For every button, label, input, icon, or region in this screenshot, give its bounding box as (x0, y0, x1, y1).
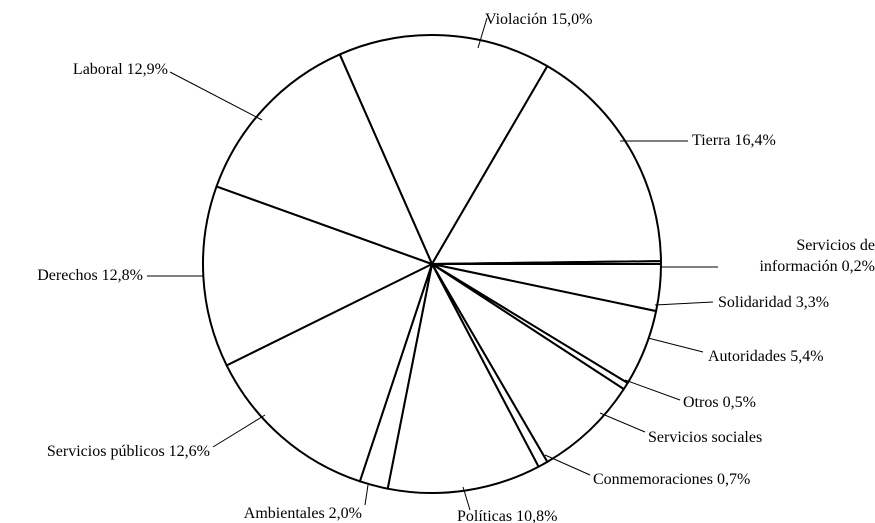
slice-label: Violación 15,0% (485, 11, 592, 28)
category-label: Derechos (37, 267, 97, 284)
category-label: Políticas (457, 508, 512, 523)
leader-line (624, 379, 681, 401)
slice-label: Ambientales 2,0% (244, 505, 362, 522)
value-label: 10,8% (516, 508, 557, 523)
category-label: Laboral (73, 61, 123, 78)
slice-label: Conmemoraciones 0,7% (593, 471, 750, 488)
category-label: Servicios públicos (47, 443, 165, 460)
pie-slice (386, 263, 540, 494)
leader-line (212, 414, 266, 448)
value-label: 0,2% (841, 258, 875, 275)
value-label: 0,5% (723, 394, 756, 411)
value-label: 3,3% (796, 294, 829, 311)
category-label: Violación (485, 11, 547, 28)
pie-slice (215, 53, 433, 265)
value-label: 5,4% (790, 348, 823, 365)
pie-slice (431, 263, 625, 463)
pie-slice (202, 185, 433, 367)
value-label: 12,6% (169, 443, 210, 460)
value-label: 12,8% (102, 267, 143, 284)
category-label: Otros (683, 394, 719, 411)
category-label: Autoridades (708, 348, 786, 365)
leader-line (544, 454, 591, 476)
category-label: Ambientales (244, 505, 325, 522)
value-label: 12,9% (127, 61, 168, 78)
slice-label: Autoridades 5,4% (708, 348, 824, 365)
category-label: Servicios sociales (648, 429, 762, 446)
value-label: 16,4% (735, 132, 776, 149)
leader-line (169, 71, 263, 121)
value-label: 2,0% (329, 505, 362, 522)
slice-label: Derechos 12,8% (37, 267, 143, 284)
slice-label: Servicios públicos 12,6% (47, 443, 210, 460)
category-label: Tierra (692, 132, 731, 149)
category-label: Conmemoraciones (593, 471, 713, 488)
leader-line (364, 484, 369, 506)
slice-label: Laboral 12,9% (73, 61, 168, 78)
pie-slice (225, 263, 433, 483)
slice-label: Tierra 16,4% (692, 132, 776, 149)
pie-slice (338, 34, 549, 265)
leader-line (462, 486, 471, 511)
leader-line (647, 337, 704, 353)
value-label: 15,0% (551, 11, 592, 28)
leader-line (654, 301, 714, 306)
slice-label: Servicios sociales (648, 429, 762, 446)
slice-label: Otros 0,5% (683, 394, 756, 411)
pie-slice (431, 65, 662, 265)
leader-line (477, 17, 488, 49)
slice-label: Solidaridad 3,3% (718, 294, 829, 311)
category-label: Solidaridad (718, 294, 792, 311)
value-label: 0,7% (717, 471, 750, 488)
slice-label: Políticas 10,8% (457, 508, 557, 523)
category-label: Servicios de información (759, 237, 875, 275)
leader-line (599, 412, 646, 433)
slice-label: Servicios de información 0,2% (725, 235, 875, 277)
